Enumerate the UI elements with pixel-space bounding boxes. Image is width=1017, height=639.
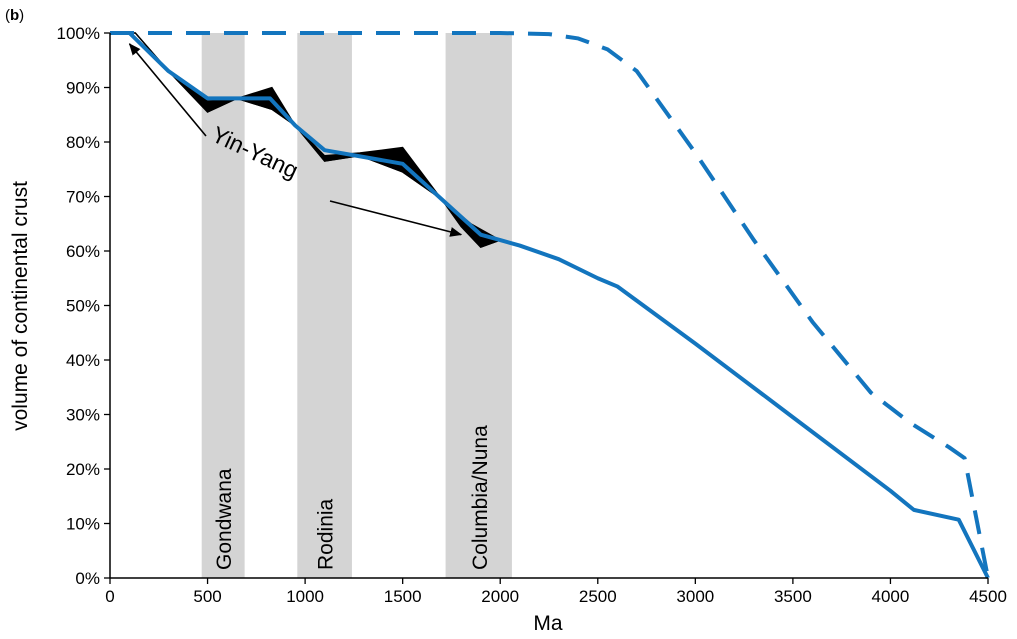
x-tick-label: 2000 [481,587,519,606]
y-tick-label: 40% [66,351,100,370]
band-label-0: Gondwana [213,468,236,570]
series-lines [110,31,990,579]
y-axis-title: volume of continental crust [9,181,32,431]
yin-yang-arrow-1 [329,200,463,237]
band-2 [445,33,512,578]
x-tick-label: 3000 [676,587,714,606]
yin-yang-annotation: Yin-Yang [128,43,463,237]
yin-yang-arrow-0 [128,43,207,137]
series-solid-line [110,31,990,579]
x-tick-label: 3500 [774,587,812,606]
y-tick-label: 0% [75,569,100,588]
x-tick-label: 4500 [969,587,1007,606]
panel-label-letter: b [10,7,19,24]
y-tick-label: 70% [66,188,100,207]
x-tick-label: 2500 [579,587,617,606]
band-0 [201,33,245,578]
y-tick-label: 10% [66,515,100,534]
y-tick-label: 100% [57,24,100,43]
x-tick-label: 0 [105,587,114,606]
x-tick-label: 1500 [384,587,422,606]
y-tick-label: 50% [66,297,100,316]
supercontinent-bands: Gondwana Rodinia Columbia/Nuna [201,33,512,578]
y-tick-label: 20% [66,460,100,479]
band-1 [297,33,352,578]
band-label-2: Columbia/Nuna [469,425,492,570]
x-tick-label: 500 [193,587,221,606]
tick-labels: 0 500 1000 1500 2000 2500 3000 3500 4000 4500 0% 10… [57,24,1007,606]
band-label-1: Rodinia [315,498,338,570]
y-tick-label: 30% [66,406,100,425]
x-axis-title: Ma [533,612,562,635]
x-tick-label: 1000 [286,587,324,606]
panel-label-open: ( [5,7,10,24]
y-tick-label: 90% [66,79,100,98]
y-tick-label: 60% [66,242,100,261]
x-tick-label: 4000 [872,587,910,606]
y-tick-label: 80% [66,133,100,152]
panel-label: (b) [5,7,24,24]
axes [104,32,989,584]
series-dashed-line [110,31,990,579]
panel-label-close: ) [19,7,24,24]
